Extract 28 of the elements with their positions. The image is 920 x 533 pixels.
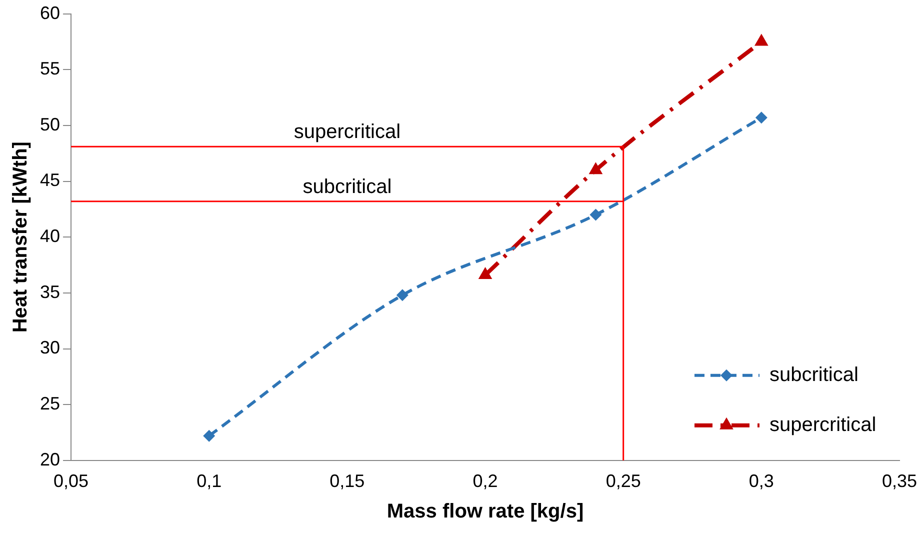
x-tick-label: 0,2 <box>472 471 498 492</box>
legend-label: supercritical <box>769 414 876 436</box>
y-tick-label: 55 <box>40 58 60 79</box>
ref-line-label: supercritical <box>294 121 401 144</box>
y-tick-label: 25 <box>40 394 60 414</box>
point <box>590 208 602 221</box>
x-tick-label: 0,05 <box>54 471 89 492</box>
point <box>396 289 408 302</box>
y-tick-label: 50 <box>40 114 60 134</box>
ref-line-label: subcritical <box>302 176 392 198</box>
x-tick-label: 0,3 <box>748 471 774 492</box>
x-tick-label: 0,25 <box>606 471 641 492</box>
x-axis-title: Mass flow rate [kg/s] <box>386 500 584 523</box>
point <box>588 162 603 174</box>
y-axis-title: Heat transfer [kWth] <box>10 142 32 333</box>
y-tick-label: 45 <box>40 170 60 190</box>
x-tick-label: 0,1 <box>196 471 222 492</box>
point <box>203 430 216 442</box>
x-tick-label: 0,35 <box>882 471 918 492</box>
y-tick-label: 35 <box>40 282 60 302</box>
y-tick-label: 20 <box>40 449 60 470</box>
y-tick-label: 30 <box>40 338 60 358</box>
y-tick-label: 40 <box>40 226 60 246</box>
x-tick-label: 0,15 <box>330 471 365 492</box>
point <box>478 267 492 280</box>
point <box>754 34 768 46</box>
legend-label: subcritical <box>769 364 858 386</box>
y-tick-label: 60 <box>40 2 60 23</box>
